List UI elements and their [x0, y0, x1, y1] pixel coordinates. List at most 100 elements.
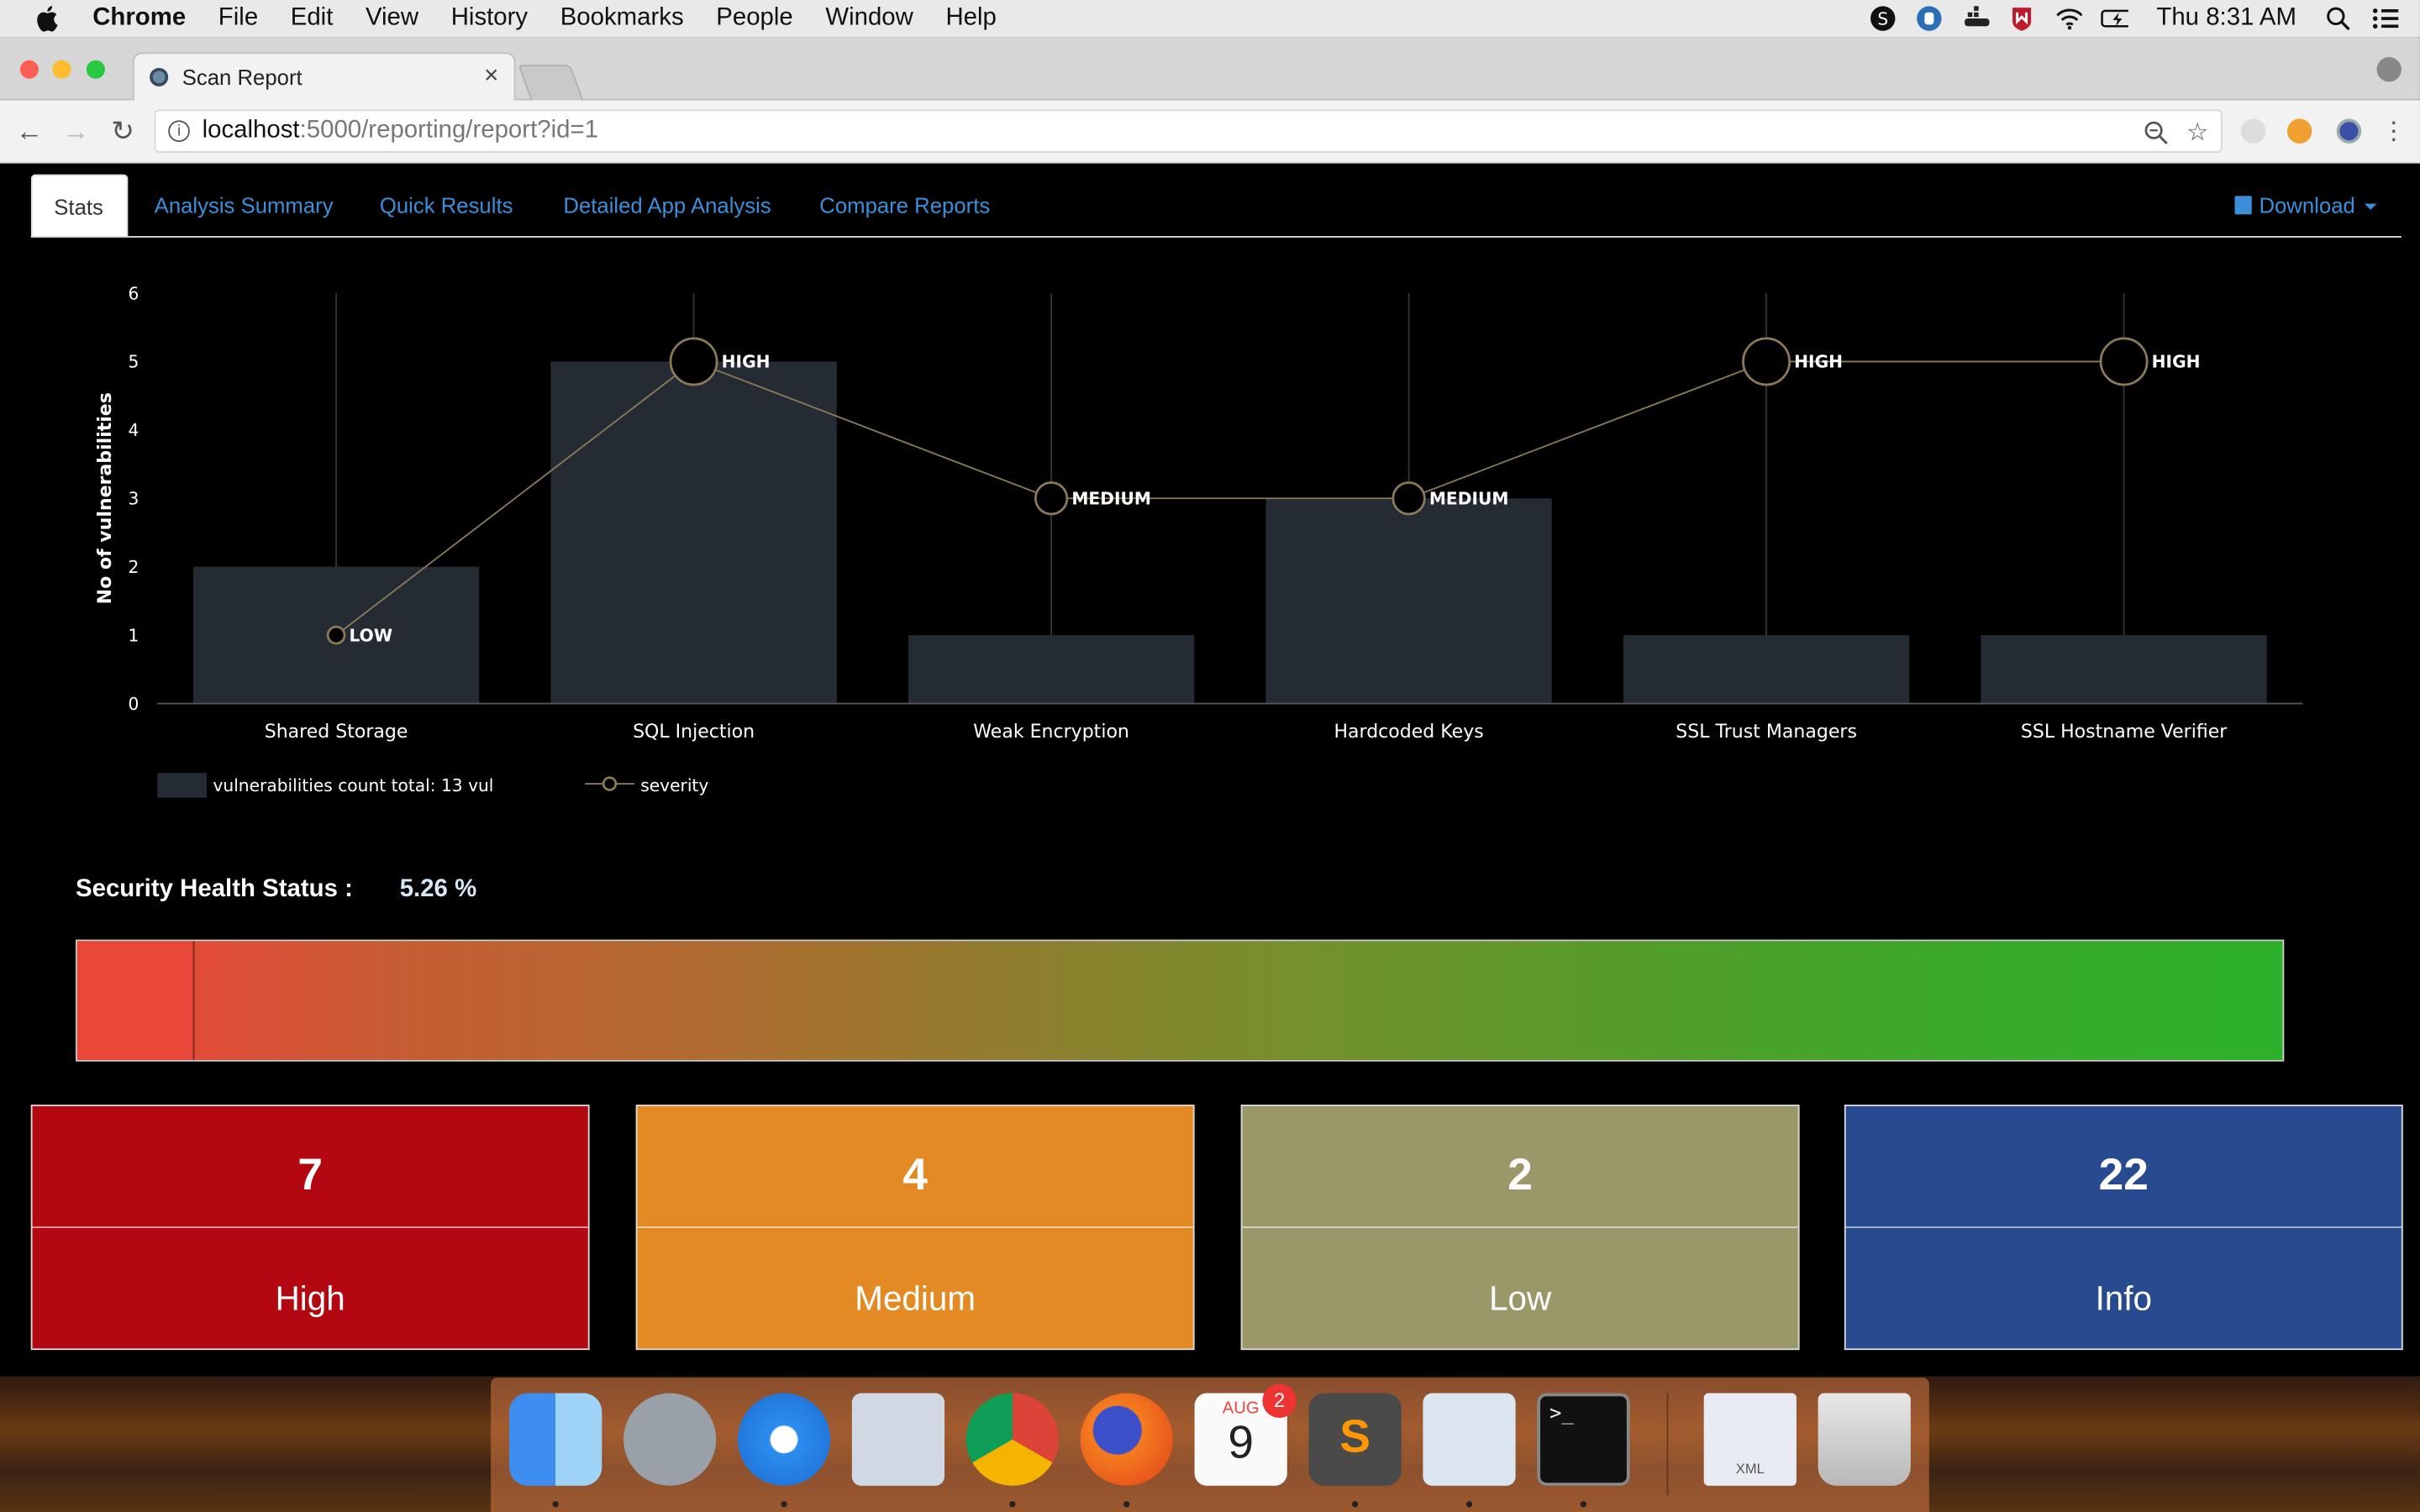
legend-line-marker	[602, 776, 618, 791]
tab-stats[interactable]: Stats	[30, 174, 129, 237]
health-status-bar	[75, 939, 2285, 1062]
menu-view[interactable]: View	[365, 4, 419, 31]
report-page: Stats Analysis Summary Quick Results Det…	[0, 163, 2420, 1377]
menu-window[interactable]: Window	[825, 4, 913, 31]
severity-card-info[interactable]: 22 Info	[1844, 1105, 2403, 1351]
window-minimize-button[interactable]	[52, 60, 71, 79]
apple-icon[interactable]	[34, 5, 58, 33]
chart-y-tick-label: 2	[128, 557, 139, 577]
calendar-icon[interactable]: AUG 9 2	[1194, 1383, 1297, 1486]
chart-severity-label: HIGH	[1794, 352, 1843, 372]
skype-icon[interactable]: S	[1870, 5, 1897, 33]
caret-down-icon	[2364, 203, 2377, 210]
browser-tab[interactable]: Scan Report ×	[132, 52, 516, 101]
health-status-value: 5.26 %	[399, 876, 477, 903]
extension-fox-icon[interactable]	[2286, 118, 2312, 144]
calendar-month: AUG	[1222, 1399, 1260, 1418]
xml-file-icon[interactable]: XML	[1703, 1393, 1797, 1486]
site-info-icon[interactable]: i	[168, 120, 190, 142]
card-count: 4	[637, 1106, 1193, 1229]
download-dropdown[interactable]: Download	[2234, 175, 2377, 236]
wifi-icon[interactable]	[2054, 5, 2083, 33]
chart-x-tick-label: Weak Encryption	[973, 722, 1129, 743]
severity-card-medium[interactable]: 4 Medium	[635, 1105, 1195, 1351]
menu-history[interactable]: History	[450, 4, 529, 31]
terminal-icon[interactable]: >_	[1537, 1393, 1630, 1486]
chart-severity-point	[326, 625, 346, 645]
forward-arrow-icon[interactable]: →	[61, 115, 90, 147]
mail-icon[interactable]	[851, 1393, 945, 1486]
calendar-day: 9	[1228, 1417, 1255, 1469]
chart-y-tick-label: 1	[128, 625, 139, 645]
macos-menubar: Chrome File Edit View History Bookmarks …	[0, 0, 2420, 38]
new-tab-button[interactable]	[518, 65, 584, 102]
menu-edit[interactable]: Edit	[290, 4, 334, 31]
tab-analysis-summary[interactable]: Analysis Summary	[154, 192, 334, 218]
chart-bar	[908, 635, 1195, 704]
chart-x-tick-label: Hardcoded Keys	[1334, 722, 1483, 743]
extension-icon[interactable]	[2240, 118, 2266, 144]
launchpad-icon[interactable]	[623, 1393, 717, 1486]
browser-tab-strip: Scan Report ×	[0, 37, 2420, 102]
chrome-icon[interactable]	[965, 1393, 1059, 1486]
xml-file-label: XML	[1735, 1461, 1765, 1477]
tab-close-icon[interactable]: ×	[484, 63, 499, 90]
docker-icon[interactable]	[1962, 5, 1991, 33]
window-close-button[interactable]	[19, 60, 39, 79]
profile-icon[interactable]	[2376, 56, 2402, 82]
menu-file[interactable]: File	[218, 4, 259, 31]
sublime-text-icon[interactable]: S	[1308, 1393, 1402, 1486]
browser-toolbar: ← → ↻ i localhost :5000/reporting/report…	[0, 100, 2420, 164]
finder-icon[interactable]	[509, 1393, 602, 1486]
mcafee-icon[interactable]	[2008, 5, 2036, 33]
chart-bar	[1623, 635, 1910, 704]
chart-severity-label: MEDIUM	[1429, 489, 1509, 509]
chart-y-axis-label: No of vulnerabilities	[95, 392, 116, 604]
menu-help[interactable]: Help	[945, 4, 997, 31]
menu-bookmarks[interactable]: Bookmarks	[560, 4, 684, 31]
notification-center-icon[interactable]	[2370, 5, 2399, 33]
card-count: 7	[32, 1106, 588, 1229]
card-label: Info	[2095, 1278, 2152, 1318]
safari-icon[interactable]	[737, 1393, 831, 1486]
url-path: :5000/reporting/report?id=1	[299, 117, 598, 144]
menubar-clock[interactable]: Thu 8:31 AM	[2156, 4, 2297, 31]
chart-y-tick-label: 0	[128, 694, 139, 714]
tab-compare-reports[interactable]: Compare Reports	[819, 192, 991, 218]
battery-icon[interactable]	[2101, 5, 2129, 33]
chart-x-tick-label: SSL Hostname Verifier	[2021, 722, 2228, 743]
menu-app-name[interactable]: Chrome	[92, 4, 187, 31]
spotlight-search-icon[interactable]	[2324, 5, 2352, 33]
chart-severity-point	[1034, 481, 1069, 516]
legend-bar-label: vulnerabilities count total: 13 vul	[213, 775, 493, 795]
chart-severity-label: LOW	[350, 625, 393, 645]
trash-icon[interactable]	[1818, 1393, 1911, 1486]
zoom-icon[interactable]	[2144, 120, 2168, 144]
chart-severity-point	[1742, 337, 1791, 386]
tab-quick-results[interactable]: Quick Results	[379, 192, 513, 218]
severity-card-low[interactable]: 2 Low	[1240, 1105, 1800, 1351]
card-label: Medium	[855, 1278, 976, 1318]
severity-card-high[interactable]: 7 High	[30, 1105, 590, 1351]
reload-icon[interactable]: ↻	[111, 115, 134, 147]
health-status-fill	[76, 941, 195, 1060]
keynote-icon[interactable]	[1423, 1393, 1516, 1486]
menu-people[interactable]: People	[716, 4, 793, 31]
tab-detailed-app-analysis[interactable]: Detailed App Analysis	[563, 192, 771, 218]
download-icon	[2234, 196, 2252, 215]
back-arrow-icon[interactable]: ←	[15, 115, 44, 147]
chrome-menu-icon[interactable]: ⋮	[2381, 118, 2407, 145]
chart-x-tick-label: Shared Storage	[265, 722, 408, 743]
address-bar[interactable]: i localhost :5000/reporting/report?id=1 …	[154, 109, 2223, 153]
sync-app-icon[interactable]	[1916, 5, 1944, 33]
chart-severity-point	[669, 337, 718, 386]
window-zoom-button[interactable]	[86, 60, 105, 79]
report-nav-tabs: Stats Analysis Summary Quick Results Det…	[30, 174, 2402, 238]
extension-globe-icon[interactable]	[2336, 118, 2362, 144]
running-indicator	[1123, 1501, 1130, 1508]
chart-severity-line	[335, 360, 2124, 636]
chart-severity-label: HIGH	[2152, 352, 2201, 372]
firefox-icon[interactable]	[1080, 1393, 1173, 1486]
bookmark-star-icon[interactable]: ☆	[2186, 120, 2209, 147]
download-label: Download	[2259, 192, 2355, 218]
